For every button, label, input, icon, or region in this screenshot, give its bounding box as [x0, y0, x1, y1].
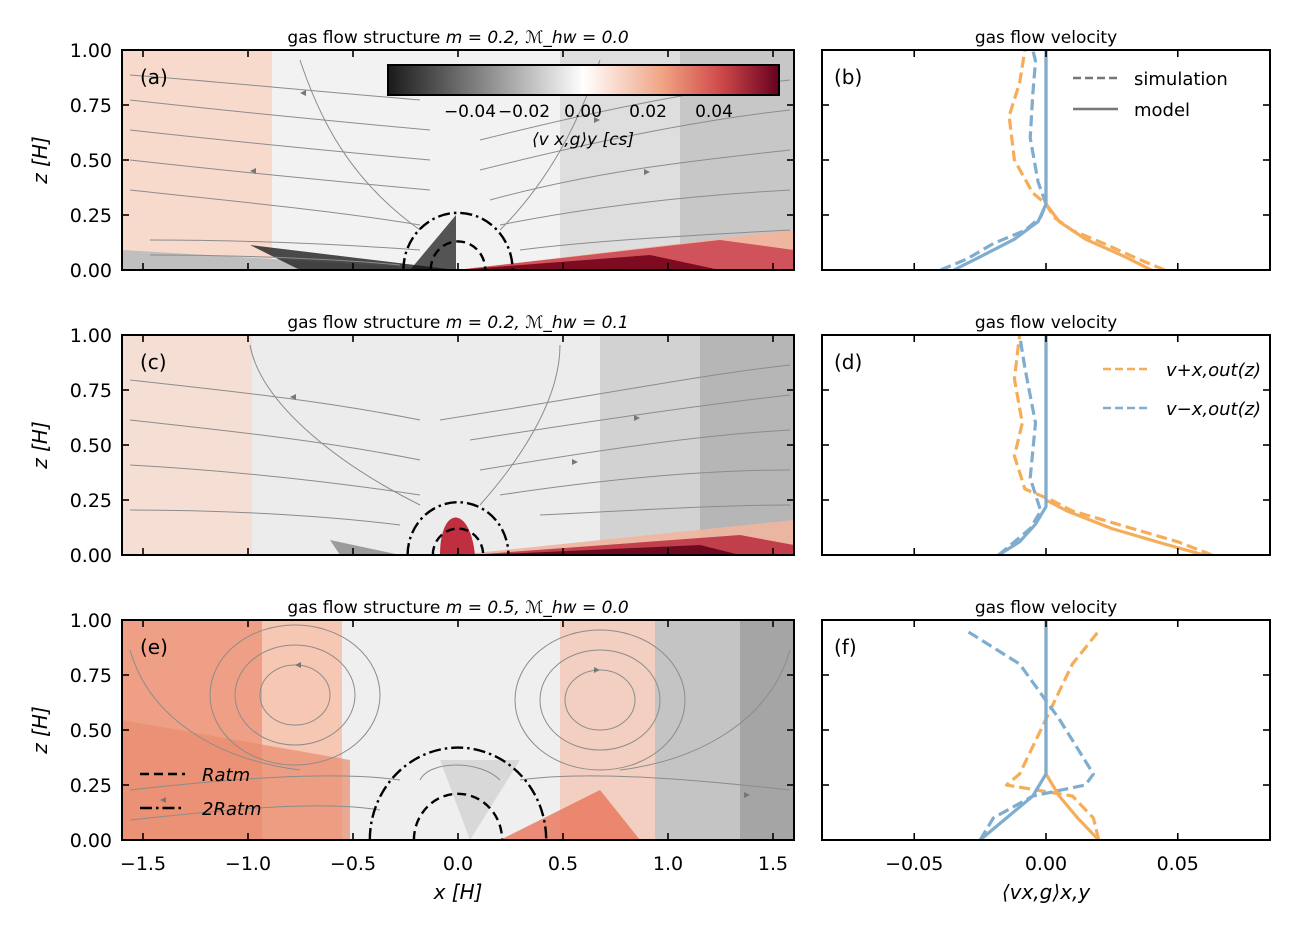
colorbar-label: ⟨v x,g⟩y [cs] [532, 130, 634, 150]
xtick-label: 1.0 [653, 853, 683, 875]
ytick-label: 1.00 [70, 40, 112, 62]
title-d: gas flow velocity [975, 313, 1117, 333]
panel-d: gas flow velocity (d) v+x,out(z) v−x,out… [821, 313, 1271, 556]
legend-e-ratm: Ratm [202, 765, 250, 786]
ylabel-a: z [H] [28, 136, 52, 185]
colorbar-tick-3: 0.02 [629, 102, 667, 122]
title-c: gas flow structure m = 0.2, ℳ_hw = 0.1 [287, 313, 628, 333]
series-line-v-simulation [997, 335, 1043, 555]
ytick-label: 1.00 [70, 610, 112, 632]
ytick-label: 0.75 [70, 95, 112, 117]
ticks-d [822, 334, 1270, 556]
series-line-v-simulation [1004, 630, 1101, 840]
series-line-v-simulation [966, 629, 1095, 840]
series-line-v-model [997, 335, 1048, 555]
series-line-v-model [1044, 620, 1100, 840]
xtick-label: 0.0 [443, 853, 473, 875]
ytick-label: 0.75 [70, 380, 112, 402]
xtick-label: 0.05 [1157, 853, 1199, 875]
r-atm-circle [412, 792, 504, 841]
ytick-label: 0.75 [70, 665, 112, 687]
streamlines-e [129, 624, 791, 821]
lines-f [966, 620, 1101, 840]
lines-b [939, 50, 1166, 270]
xtick-label: 0.5 [548, 853, 578, 875]
ylabel-c: z [H] [28, 421, 52, 470]
ytick-label: 0.25 [70, 205, 112, 227]
ytick-label: 1.00 [70, 325, 112, 347]
panel-label-d: (d) [834, 350, 862, 374]
title-b: gas flow velocity [975, 28, 1117, 48]
atmosphere-circles-a [402, 211, 514, 271]
panel-label-e: (e) [140, 635, 168, 659]
legend-e: Ratm 2Ratm [140, 765, 262, 820]
ticks-c: 0.00 0.25 0.50 0.75 1.00 [70, 325, 794, 567]
series-line-v-simulation [1012, 335, 1213, 555]
xtick-label: 0.00 [1025, 853, 1067, 875]
ylabel-e: z [H] [28, 706, 52, 755]
xlabel-f: ⟨vx,g⟩x,y [1002, 880, 1092, 904]
two-r-atm-circle [402, 211, 514, 271]
heatmap-c [122, 335, 794, 555]
colorbar-tick-0: −0.04 [444, 102, 496, 122]
legend-d-vminus: v−x,out(z) [1166, 399, 1261, 420]
panel-e: 0.00 0.25 0.50 0.75 1.00 −1.5 −1.0 −0.5 0.0 0.5 1.… [28, 598, 795, 904]
ytick-label: 0.25 [70, 775, 112, 797]
colorbar-tick-4: 0.04 [695, 102, 733, 122]
ticks-b [822, 49, 1270, 271]
xtick-label: −0.05 [885, 853, 943, 875]
panel-label-f: (f) [834, 635, 857, 659]
legend-d-vplus: v+x,out(z) [1166, 360, 1261, 381]
streamlines-a [129, 59, 791, 266]
legend-b-simulation: simulation [1134, 69, 1228, 90]
atmosphere-circles-e [368, 746, 548, 841]
ticks-e: 0.00 0.25 0.50 0.75 1.00 −1.5 −1.0 −0.5 0.0 0.5 1.… [70, 610, 794, 875]
colorbar-tick-1: −0.02 [498, 102, 550, 122]
lines-d [997, 335, 1213, 555]
legend-b-model: model [1134, 100, 1190, 121]
legend-b: simulation model [1073, 69, 1228, 121]
ytick-label: 0.50 [70, 150, 112, 172]
r-atm-circle [429, 240, 487, 271]
panel-label-b: (b) [834, 65, 862, 89]
panel-label-a: (a) [140, 65, 168, 89]
ytick-label: 0.50 [70, 720, 112, 742]
panel-b: gas flow velocity (b) simulation model [821, 28, 1271, 271]
colorbar: −0.04 −0.02 0.00 0.02 0.04 ⟨v x,g⟩y [cs] [387, 64, 780, 150]
colorbar-gradient [387, 64, 780, 96]
series-line-v-simulation [939, 50, 1048, 270]
ytick-label: 0.00 [70, 545, 112, 567]
ytick-label: 0.25 [70, 490, 112, 512]
title-a: gas flow structure m = 0.2, ℳ_hw = 0.0 [287, 28, 628, 48]
panel-c: 0.00 0.25 0.50 0.75 1.00 gas flow structure … [28, 313, 795, 567]
xtick-label: −1.0 [225, 853, 271, 875]
two-r-atm-circle [368, 746, 548, 841]
streamlines-c [129, 344, 791, 526]
xtick-label: −0.5 [330, 853, 376, 875]
legend-d: v+x,out(z) v−x,out(z) [1103, 360, 1261, 420]
panel-f: −0.05 0.00 0.05 gas flow velocity (f) ⟨vx,… [821, 598, 1271, 904]
ytick-label: 0.00 [70, 830, 112, 852]
heatmap-e [122, 620, 794, 840]
panel-label-c: (c) [140, 350, 167, 374]
series-line-v-model [979, 620, 1048, 840]
atmosphere-circles-c [406, 501, 510, 556]
panel-a: 0.00 0.25 0.50 0.75 1.00 gas flow structure … [28, 28, 795, 282]
legend-e-2ratm: 2Ratm [202, 799, 262, 820]
two-r-atm-circle [406, 501, 510, 556]
xtick-label: 1.5 [758, 853, 788, 875]
ytick-label: 0.50 [70, 435, 112, 457]
ticks-a: 0.00 0.25 0.50 0.75 1.00 [70, 40, 794, 282]
title-e: gas flow structure m = 0.5, ℳ_hw = 0.0 [287, 598, 628, 618]
series-line-v-model [953, 50, 1048, 270]
colorbar-tick-2: 0.00 [564, 102, 602, 122]
xtick-label: −1.5 [120, 853, 166, 875]
ytick-label: 0.00 [70, 260, 112, 282]
xlabel-e: x [H] [433, 880, 483, 904]
title-f: gas flow velocity [975, 598, 1117, 618]
ticks-f: −0.05 0.00 0.05 [822, 619, 1270, 875]
